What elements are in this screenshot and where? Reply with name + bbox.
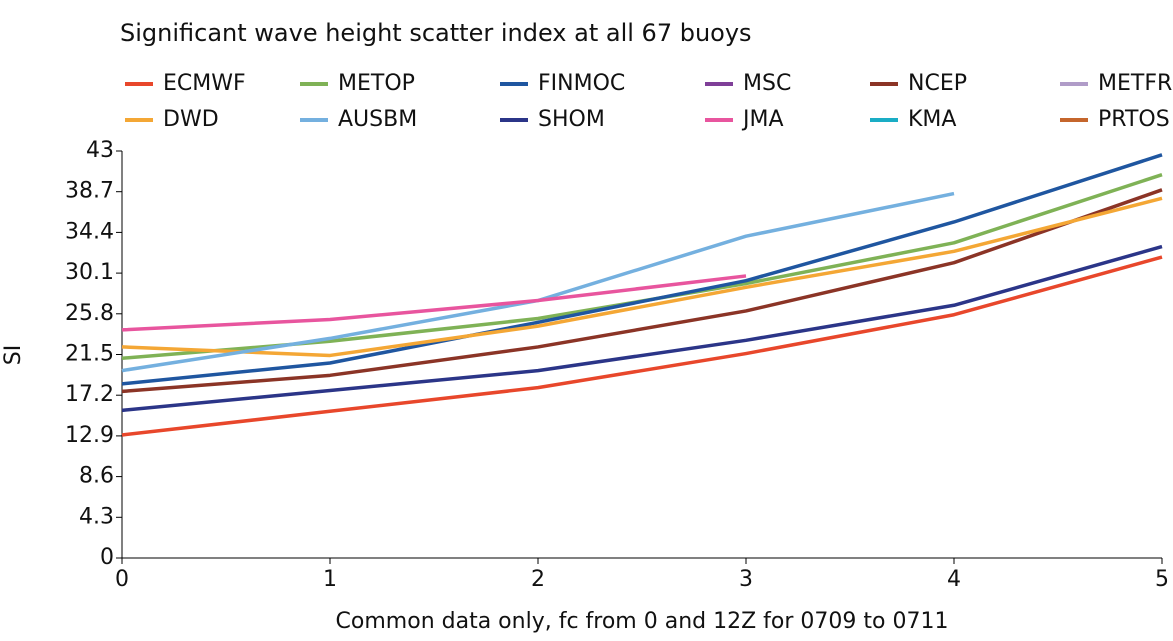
series-line: [121, 172, 1163, 361]
y-tick-label: 12.9: [65, 423, 114, 448]
legend-label: ECMWF: [163, 71, 246, 96]
y-tick-label: 0: [100, 545, 114, 570]
chart-title: Significant wave height scatter index at…: [120, 19, 752, 47]
series-line: [121, 244, 1163, 413]
series-line: [121, 196, 1163, 358]
legend-label: SHOM: [538, 107, 605, 132]
x-tick-label: 2: [531, 567, 545, 592]
y-tick-label: 30.1: [65, 260, 114, 285]
y-tick-label: 25.8: [65, 301, 114, 326]
legend-label: AUSBM: [338, 107, 417, 132]
legend-label: MSC: [743, 71, 791, 96]
y-tick-label: 38.7: [65, 179, 114, 204]
y-tick-label: 17.2: [65, 382, 114, 407]
series-line: [121, 188, 1163, 394]
x-tick-label: 5: [1155, 567, 1169, 592]
y-axis-label: SI: [1, 345, 26, 365]
y-tick-label: 43: [86, 138, 114, 163]
x-tick-label: 0: [115, 567, 129, 592]
y-tick-label: 21.5: [65, 342, 114, 367]
legend-label: PRTOS: [1098, 107, 1170, 132]
y-tick-label: 34.4: [65, 219, 114, 244]
legend-label: FINMOC: [538, 71, 625, 96]
y-tick-label: 4.3: [79, 504, 114, 529]
series-line: [121, 255, 1163, 437]
legend-label: METOP: [338, 71, 415, 96]
x-axis-label: Common data only, fc from 0 and 12Z for …: [336, 609, 949, 634]
legend-label: NCEP: [908, 71, 967, 96]
x-tick-label: 4: [947, 567, 961, 592]
legend-label: METFR: [1098, 71, 1172, 96]
legend-label: KMA: [908, 107, 956, 132]
x-tick-label: 3: [739, 567, 753, 592]
y-tick-label: 8.6: [79, 464, 114, 489]
series-line: [121, 153, 1163, 386]
series-line: [121, 191, 955, 373]
legend-label: JMA: [741, 107, 784, 132]
x-tick-label: 1: [323, 567, 337, 592]
series-line: [121, 274, 747, 332]
legend-label: DWD: [163, 107, 219, 132]
